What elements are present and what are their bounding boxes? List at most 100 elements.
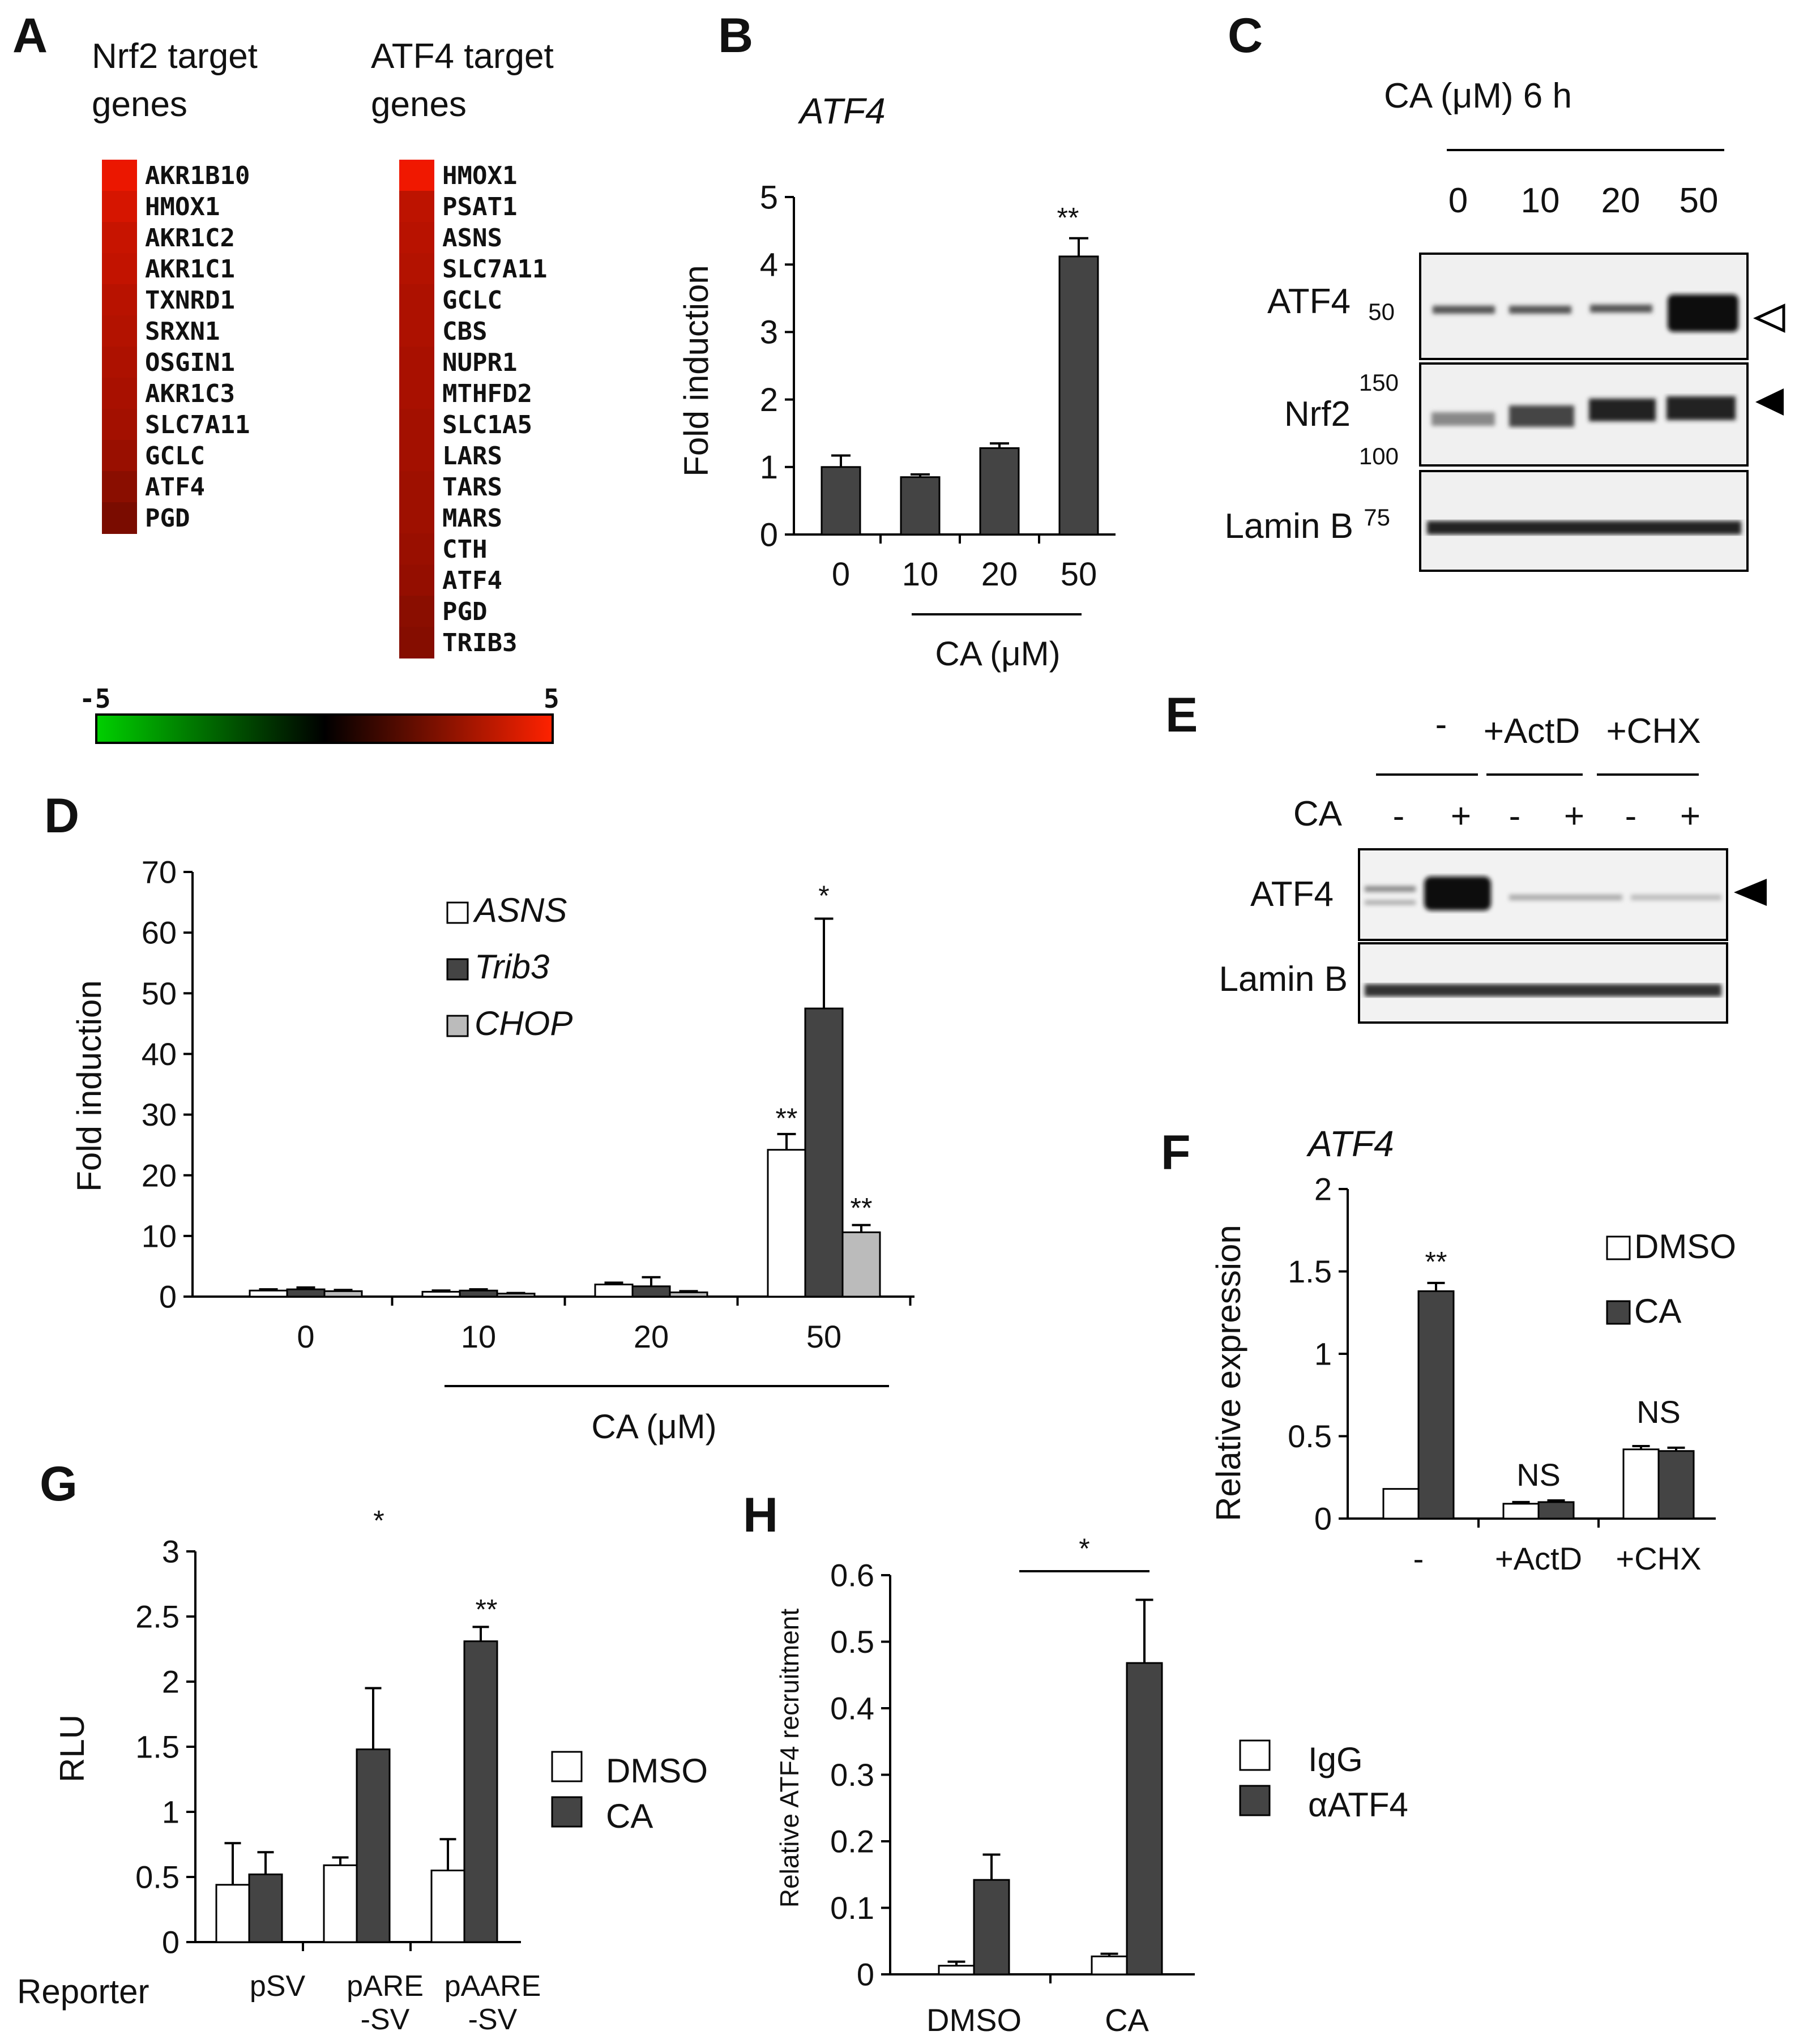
nrf2-gene-label: GCLC <box>145 442 205 471</box>
color-scale-bar <box>95 713 554 744</box>
chart-g-bar <box>463 1640 498 1943</box>
blot-e-ca-state: - <box>1625 797 1637 836</box>
chart-b-y-tick-label: 2 <box>760 382 778 418</box>
blot-e-row-laminb: Lamin B <box>1219 960 1348 999</box>
chart-h-ylabel: Relative ATF4 recruitment <box>775 1609 804 1908</box>
atf4-cell-slc1a5 <box>399 409 434 441</box>
chart-g-category-label: pARE <box>347 1970 424 2003</box>
chart-g-category-label: pSV <box>250 1970 306 2003</box>
filled-arrowhead-icon <box>1755 388 1784 416</box>
atf4-cell-atf4 <box>399 565 434 596</box>
significance-marker: * <box>1079 1533 1089 1564</box>
blot-e-laminb-box <box>1358 942 1728 1024</box>
legend-swatch <box>1606 1300 1631 1325</box>
chart-b-bar <box>1058 255 1099 536</box>
legend-swatch <box>1606 1235 1631 1260</box>
atf4-cell-pgd <box>399 596 434 627</box>
chart-b-title: ATF4 <box>797 91 886 131</box>
significance-marker: ** <box>776 1102 798 1134</box>
atf4-cell-mthfd2 <box>399 378 434 409</box>
chart-d-y-tick-label: 10 <box>142 1218 177 1254</box>
panel-letter-e: E <box>1165 688 1198 742</box>
panel-letter-c: C <box>1228 8 1263 63</box>
legend-label: CHOP <box>475 1004 572 1042</box>
atf4-cell-cbs <box>399 315 434 347</box>
chart-h-y-tick-label: 0.3 <box>830 1757 874 1793</box>
legend-swatch <box>446 1015 469 1037</box>
legend-swatch <box>1239 1739 1271 1771</box>
blot-e-atf4-bands <box>1365 876 1721 910</box>
atf4-gene-label: ATF4 <box>442 566 502 595</box>
legend-label: CA <box>606 1797 653 1835</box>
blot-c-header: CA (μM) 6 h <box>1384 76 1572 116</box>
panel-letter-b: B <box>718 8 753 63</box>
blot-c-marker-75: 75 <box>1364 504 1390 531</box>
chart-f-category-label: +CHX <box>1616 1541 1702 1576</box>
chart-d-ylabel: Fold induction <box>70 980 108 1192</box>
nrf2-cell-gclc <box>102 440 137 472</box>
significance-marker: ** <box>476 1594 498 1626</box>
blot-c-marker-50: 50 <box>1368 298 1395 325</box>
significance-marker: * <box>818 880 829 912</box>
atf4-cell-hmox1 <box>399 160 434 191</box>
blot-e-ca-state: + <box>1451 797 1471 836</box>
nrf2-gene-label: AKR1C1 <box>145 255 235 284</box>
blot-e-ca-state: - <box>1393 797 1405 836</box>
atf4-cell-asns <box>399 222 434 254</box>
significance-marker: ** <box>1425 1246 1447 1278</box>
nrf2-cell-atf4 <box>102 471 137 503</box>
chart-d-category-label: 0 <box>297 1319 314 1354</box>
chart-h-bar <box>938 1965 975 1975</box>
blot-c-atf4-bands <box>1433 294 1738 332</box>
atf4-cell-slc7a11 <box>399 253 434 285</box>
panel-letter-f: F <box>1161 1126 1191 1180</box>
nrf2-gene-label: SLC7A11 <box>145 410 250 439</box>
panel-letter-h: H <box>743 1488 778 1542</box>
atf4-cell-trib3 <box>399 627 434 658</box>
color-scale-max: 5 <box>544 683 559 714</box>
panel-a: Nrf2 target genes ATF4 target genes AKR1… <box>79 37 559 744</box>
atf4-gene-label: PSAT1 <box>442 193 517 221</box>
atf4-title-line2: genes <box>371 85 467 124</box>
legend-label: αATF4 <box>1308 1786 1408 1824</box>
chart-d-bar <box>323 1290 363 1298</box>
atf4-gene-label: HMOX1 <box>442 161 517 190</box>
blot-c-lane-50: 50 <box>1680 181 1719 220</box>
legend-label: CA <box>1634 1292 1681 1330</box>
atf4-gene-label: PGD <box>442 597 487 626</box>
chart-f-y-tick-label: 0.5 <box>1288 1418 1332 1454</box>
chart-f-bar <box>1502 1503 1540 1520</box>
legend-label: DMSO <box>606 1752 708 1790</box>
atf4-gene-label: SLC1A5 <box>442 410 532 439</box>
nrf2-gene-label: OSGIN1 <box>145 348 235 377</box>
nrf2-cell-osgin1 <box>102 347 137 378</box>
atf4-cell-psat1 <box>399 191 434 223</box>
chart-b-category-label: 50 <box>1061 556 1097 593</box>
chart-h-bar <box>1126 1662 1163 1975</box>
chart-d-category-label: 20 <box>634 1319 669 1354</box>
atf4-heatmap: HMOX1 PSAT1 ASNSSLC7A11GCLCCBSNUPR1MTHFD2S… <box>399 160 547 658</box>
panel-f: ATF4 Relative expression 0 0.5 1 1.5 2 - +ActD… <box>1210 1123 1736 1576</box>
chart-d-bar <box>841 1231 881 1298</box>
chart-f-category-label: - <box>1413 1541 1424 1576</box>
blot-c-row-laminb: Lamin B <box>1225 507 1353 546</box>
color-scale-min: -5 <box>79 683 110 714</box>
chart-g-y-tick-label: 1.5 <box>135 1729 180 1765</box>
nrf2-cell-akr1c2 <box>102 222 137 254</box>
nrf2-cell-akr1c1 <box>102 253 137 285</box>
chart-d-bar <box>249 1289 288 1298</box>
chart-h: 0 0.1 0.2 0.3 0.4 0.5 0.6 DMSO CA * IgG αATF4 <box>830 1533 1408 2038</box>
nrf2-gene-label: AKR1C2 <box>145 224 235 253</box>
atf4-gene-label: TARS <box>442 473 502 502</box>
nrf2-gene-label: TXNRD1 <box>145 286 235 315</box>
chart-b-y-tick-label: 0 <box>760 516 778 553</box>
chart-b-y-tick-label: 1 <box>760 449 778 486</box>
open-arrowhead-icon <box>1753 303 1785 333</box>
nrf2-gene-label: AKR1C3 <box>145 379 235 408</box>
chart-g-y-tick-label: 2.5 <box>135 1599 180 1635</box>
chart-d-y-tick-label: 20 <box>142 1157 177 1193</box>
chart-g-category-label: pAARE <box>445 1970 541 2003</box>
nrf2-gene-label: ATF4 <box>145 473 205 502</box>
atf4-cell-cth <box>399 533 434 565</box>
